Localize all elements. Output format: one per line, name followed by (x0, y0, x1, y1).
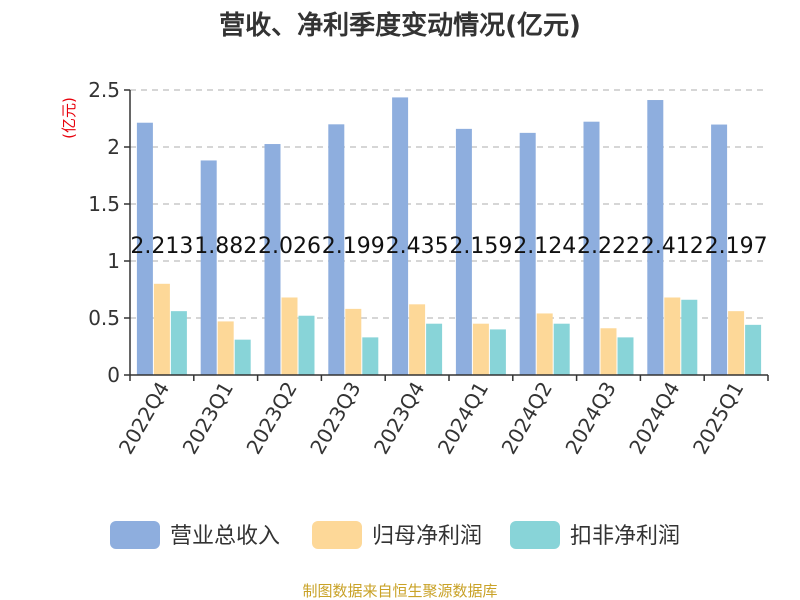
bar-2024Q2-s1 (536, 313, 553, 375)
source-note: 制图数据来自恒生聚源数据库 (302, 582, 497, 600)
bar-2022Q4-s2 (170, 311, 187, 375)
grid-lines (130, 89, 768, 319)
x-category-label: 2023Q2 (241, 378, 301, 459)
bar-2023Q2-s1 (281, 297, 298, 375)
bar-2023Q4-s1 (409, 304, 426, 375)
legend-swatch-1 (312, 521, 362, 549)
bar-2023Q1-s1 (217, 321, 234, 375)
bar-2025Q1-s1 (728, 311, 745, 375)
data-label-2023Q3: 2.199 (322, 234, 385, 259)
bar-2025Q1-s0 (711, 124, 728, 376)
x-category-label: 2023Q1 (178, 378, 238, 459)
bar-2025Q1-s2 (745, 324, 762, 375)
data-label-2022Q4: 2.213 (130, 234, 193, 259)
x-category-label: 2024Q1 (433, 378, 493, 459)
axes: 0 0.5 1 1.5 2 2.5 2022Q4 2023Q1 2023Q2 2023Q3 2023… (88, 78, 769, 459)
bar-2023Q3-s2 (362, 337, 379, 375)
x-category-label: 2023Q4 (369, 378, 429, 459)
bar-2023Q3-s0 (328, 124, 345, 376)
x-category-label: 2023Q3 (305, 378, 365, 459)
x-category-label: 2024Q2 (497, 378, 557, 459)
data-label-2024Q1: 2.159 (449, 234, 512, 259)
bar-2024Q3-s2 (617, 337, 634, 375)
x-category-label: 2024Q4 (624, 378, 684, 459)
bar-2023Q2-s0 (264, 144, 281, 375)
data-label-2023Q2: 2.026 (258, 234, 321, 259)
bar-2024Q4-s0 (647, 100, 664, 376)
bar-2024Q1-s1 (472, 323, 489, 375)
bar-2024Q4-s1 (664, 297, 681, 375)
data-label-2024Q4: 2.412 (641, 234, 704, 259)
bar-2023Q1-s2 (234, 339, 251, 375)
x-category-label: 2022Q4 (114, 378, 174, 459)
bar-2024Q1-s2 (489, 329, 506, 375)
y-tick-label: 0.5 (88, 306, 120, 330)
bars (136, 97, 762, 376)
data-label-2025Q1: 2.197 (705, 234, 768, 259)
y-tick-label: 2.5 (88, 78, 120, 102)
legend-swatch-2 (510, 521, 560, 549)
bar-2023Q4-s0 (392, 97, 409, 375)
data-label-2024Q3: 2.222 (577, 234, 640, 259)
bar-2024Q2-s0 (519, 132, 536, 375)
legend-label-2: 扣非净利润 (570, 524, 680, 549)
legend: 营业总收入 归母净利润 扣非净利润 (110, 521, 680, 549)
x-category-label: 2025Q1 (688, 378, 748, 459)
legend-label-1: 归母净利润 (372, 524, 482, 549)
y-tick-label: 2 (107, 135, 120, 159)
y-tick-label: 1.5 (88, 192, 120, 216)
data-label-2023Q1: 1.882 (194, 234, 257, 259)
data-labels: 2.213 1.882 2.026 2.199 2.435 2.159 2.124 2.222… (130, 234, 767, 259)
data-label-2024Q2: 2.124 (513, 234, 576, 259)
bar-2024Q1-s0 (455, 128, 472, 375)
y-tick-label: 0 (107, 363, 120, 387)
y-tick-label: 1 (107, 249, 120, 273)
legend-label-0: 营业总收入 (170, 524, 280, 549)
bar-2023Q4-s2 (426, 323, 443, 375)
bar-2023Q3-s1 (345, 308, 362, 375)
bar-2024Q3-s0 (583, 121, 600, 375)
y-unit-label: (亿元) (60, 97, 78, 139)
bar-2024Q2-s2 (553, 323, 570, 375)
data-label-2023Q4: 2.435 (386, 234, 449, 259)
bar-2024Q3-s1 (600, 328, 617, 375)
x-category-label: 2024Q3 (560, 378, 620, 459)
bar-2023Q2-s2 (298, 315, 315, 375)
bar-2023Q1-s0 (200, 160, 217, 375)
bar-2024Q4-s2 (681, 299, 698, 375)
bar-2022Q4-s1 (153, 283, 170, 375)
legend-swatch-0 (110, 521, 160, 549)
bar-2022Q4-s0 (136, 122, 153, 375)
chart-title: 营收、净利季度变动情况(亿元) (219, 10, 581, 41)
